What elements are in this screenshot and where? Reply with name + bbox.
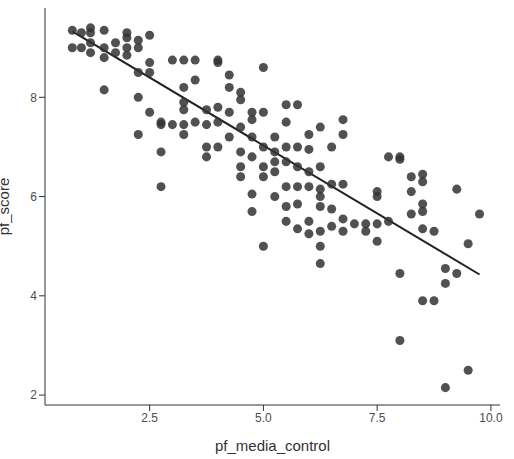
svg-text:5.0: 5.0 — [255, 411, 272, 425]
svg-text:pf_media_control: pf_media_control — [215, 437, 330, 454]
svg-text:6: 6 — [30, 190, 37, 204]
svg-text:10.0: 10.0 — [479, 411, 503, 425]
svg-text:2.5: 2.5 — [141, 411, 158, 425]
svg-text:7.5: 7.5 — [369, 411, 386, 425]
svg-text:4: 4 — [30, 289, 37, 303]
svg-text:pf_score: pf_score — [8, 178, 12, 236]
svg-text:8: 8 — [30, 91, 37, 105]
svg-text:2: 2 — [30, 388, 37, 402]
